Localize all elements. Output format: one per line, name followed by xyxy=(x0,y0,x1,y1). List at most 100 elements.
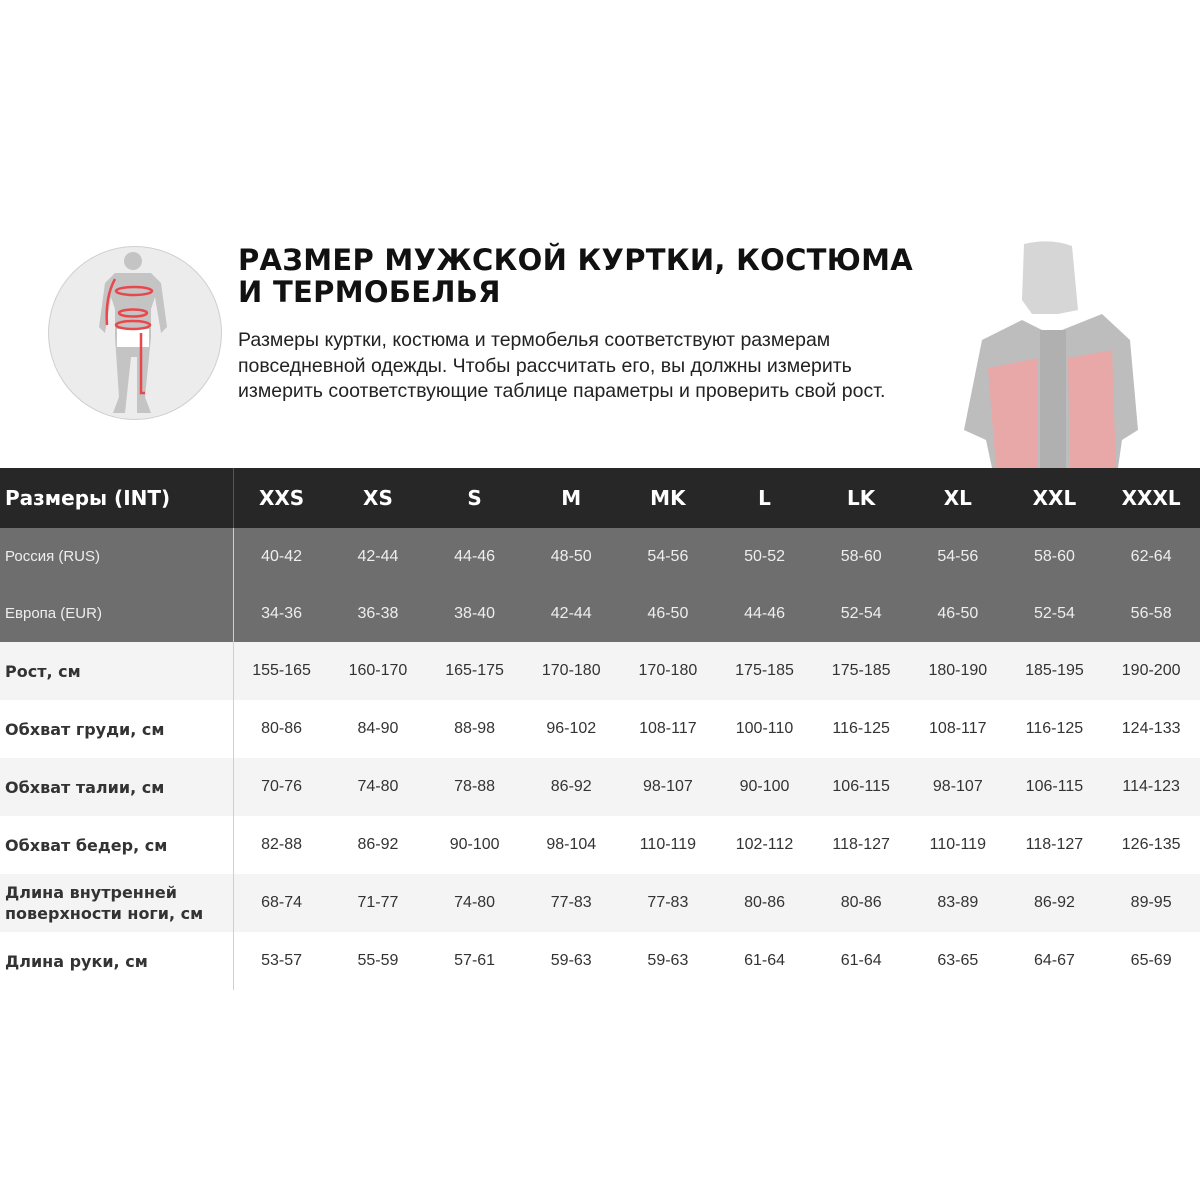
table-cell: 88-98 xyxy=(454,720,496,737)
size-xxxl: XXXL xyxy=(1102,468,1200,528)
row-hips: Обхват бедер, см 82-88 86-92 90-100 98-104 11… xyxy=(0,816,1200,874)
size-m: M xyxy=(522,468,620,528)
table-cell: 106-115 xyxy=(1006,758,1103,816)
table-cell: 57-61 xyxy=(454,952,496,969)
table-cell: 170-180 xyxy=(522,642,620,700)
table-cell: 77-83 xyxy=(522,874,620,932)
body-measurement-icon xyxy=(99,252,167,413)
table-cell: 110-119 xyxy=(929,836,986,853)
table-cell: 44-46 xyxy=(716,585,813,642)
table-cell: 74-80 xyxy=(426,874,523,932)
table-cell: 54-56 xyxy=(619,528,717,585)
table-cell: 86-92 xyxy=(1006,874,1103,932)
table-cell: 96-102 xyxy=(546,720,597,737)
table-cell: 68-74 xyxy=(233,874,330,932)
table-cell: 52-54 xyxy=(1006,585,1103,642)
table-cell: 78-88 xyxy=(426,758,523,816)
size-l: L xyxy=(716,468,813,528)
table-cell: 90-100 xyxy=(449,836,500,853)
table-cell: 54-56 xyxy=(909,528,1007,585)
table-cell: 116-125 xyxy=(1025,720,1084,737)
page-title: РАЗМЕР МУЖСКОЙ КУРТКИ, КОСТЮМА И ТЕРМОБЕ… xyxy=(238,243,913,309)
table-cell: 80-86 xyxy=(261,720,303,737)
row-label: Обхват груди, см xyxy=(0,700,234,758)
table-cell: 63-65 xyxy=(937,952,979,969)
size-s: S xyxy=(426,468,523,528)
table-cell: 175-185 xyxy=(716,642,813,700)
table-cell: 70-76 xyxy=(233,758,330,816)
table-cell: 53-57 xyxy=(261,952,303,969)
table-cell: 118-127 xyxy=(832,836,890,853)
size-xs: XS xyxy=(329,468,427,528)
table-cell: 190-200 xyxy=(1102,642,1200,700)
table-cell: 80-86 xyxy=(716,874,813,932)
table-cell: 175-185 xyxy=(812,642,910,700)
table-cell: 106-115 xyxy=(812,758,910,816)
table-cell: 86-92 xyxy=(357,836,399,853)
table-cell: 58-60 xyxy=(812,528,910,585)
table-cell: 100-110 xyxy=(735,720,794,737)
table-cell: 90-100 xyxy=(716,758,813,816)
row-rus: Россия (RUS) 40-42 42-44 44-46 48-50 54-56 50-… xyxy=(0,528,1200,585)
table-cell: 98-107 xyxy=(619,758,717,816)
size-xxl: XXL xyxy=(1006,468,1103,528)
table-cell: 44-46 xyxy=(426,528,523,585)
table-cell: 165-175 xyxy=(426,642,523,700)
table-cell: 160-170 xyxy=(329,642,427,700)
table-cell: 34-36 xyxy=(233,585,330,642)
row-label: Длина внутренней поверхности ноги, см xyxy=(0,874,234,932)
table-cell: 65-69 xyxy=(1130,952,1172,969)
table-cell: 38-40 xyxy=(426,585,523,642)
table-cell: 108-117 xyxy=(929,720,987,737)
table-cell: 36-38 xyxy=(329,585,427,642)
table-cell: 59-63 xyxy=(647,952,689,969)
row-label: Россия (RUS) xyxy=(0,528,234,585)
table-cell: 40-42 xyxy=(233,528,330,585)
table-cell: 124-133 xyxy=(1121,720,1181,737)
measurement-figure-illustration xyxy=(48,246,222,420)
table-cell: 114-123 xyxy=(1102,758,1200,816)
row-height: Рост, см 155-165 160-170 165-175 170-180 170-… xyxy=(0,642,1200,700)
row-label: Обхват бедер, см xyxy=(0,816,234,874)
row-chest: Обхват груди, см 80-86 84-90 88-98 96-102 108… xyxy=(0,700,1200,758)
table-cell: 46-50 xyxy=(909,585,1007,642)
table-cell: 116-125 xyxy=(832,720,890,737)
description-text: Размеры куртки, костюма и термобелья соо… xyxy=(238,329,886,402)
table-cell: 52-54 xyxy=(812,585,910,642)
row-inseam: Длина внутренней поверхности ноги, см 68-… xyxy=(0,874,1200,932)
table-cell: 102-112 xyxy=(735,836,794,853)
table-cell: 155-165 xyxy=(233,642,330,700)
jacket-image xyxy=(962,240,1142,468)
table-cell: 46-50 xyxy=(619,585,717,642)
size-header-label: Размеры (INT) xyxy=(0,468,234,528)
table-cell: 56-58 xyxy=(1102,585,1200,642)
table-cell: 58-60 xyxy=(1006,528,1103,585)
table-cell: 62-64 xyxy=(1102,528,1200,585)
table-cell: 86-92 xyxy=(522,758,620,816)
table-cell: 59-63 xyxy=(550,952,592,969)
table-cell: 82-88 xyxy=(261,836,303,853)
row-label: Обхват талии, см xyxy=(0,758,234,816)
table-cell: 77-83 xyxy=(619,874,717,932)
size-mk: MK xyxy=(619,468,717,528)
table-cell: 55-59 xyxy=(357,952,399,969)
table-cell: 48-50 xyxy=(522,528,620,585)
size-table: Размеры (INT) XXS XS S M MK L LK XL XXL … xyxy=(0,468,1200,990)
table-cell: 84-90 xyxy=(357,720,399,737)
table-cell: 185-195 xyxy=(1006,642,1103,700)
table-cell: 61-64 xyxy=(744,952,785,969)
table-cell: 61-64 xyxy=(840,952,882,969)
row-waist: Обхват талии, см 70-76 74-80 78-88 86-92 98-1… xyxy=(0,758,1200,816)
size-lk: LK xyxy=(812,468,910,528)
table-cell: 71-77 xyxy=(329,874,427,932)
table-cell: 42-44 xyxy=(522,585,620,642)
table-cell: 108-117 xyxy=(639,720,697,737)
row-sleeve: Длина руки, см 53-57 55-59 57-61 59-63 59-63 6… xyxy=(0,932,1200,990)
table-cell: 89-95 xyxy=(1102,874,1200,932)
table-cell: 74-80 xyxy=(329,758,427,816)
table-cell: 98-104 xyxy=(546,836,597,853)
row-label: Длина руки, см xyxy=(0,932,234,990)
table-cell: 98-107 xyxy=(909,758,1007,816)
table-cell: 42-44 xyxy=(329,528,427,585)
size-header-row: Размеры (INT) XXS XS S M MK L LK XL XXL … xyxy=(0,468,1200,528)
